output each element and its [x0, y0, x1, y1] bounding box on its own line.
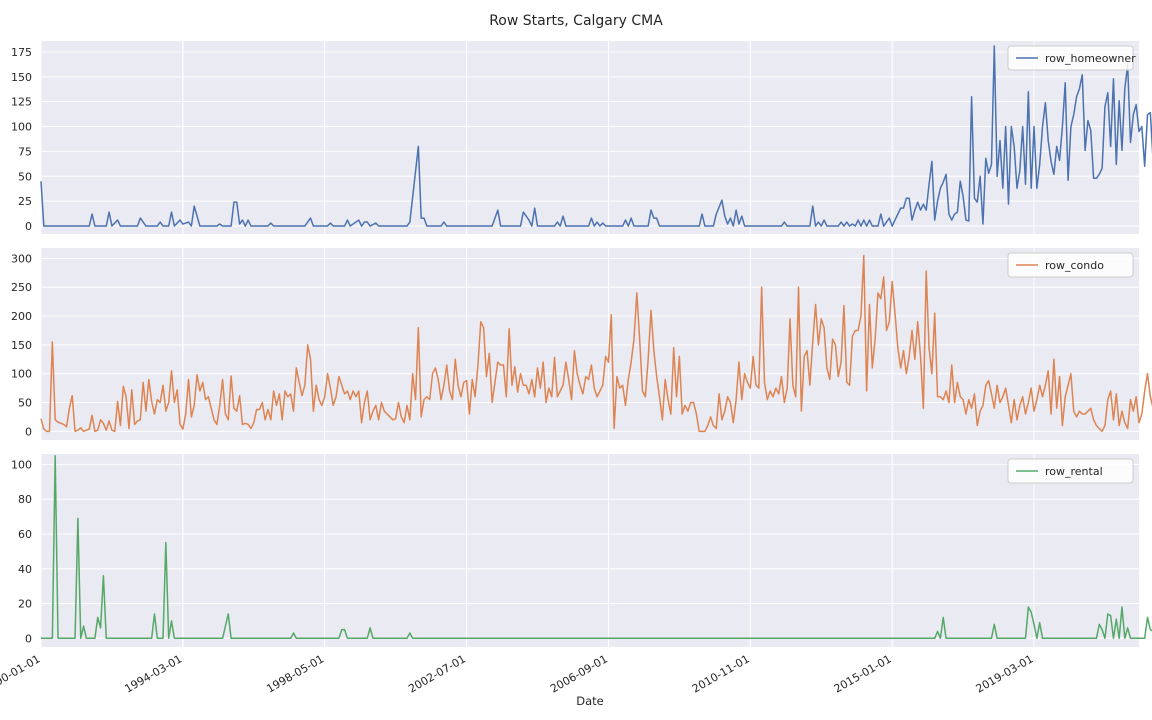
- x-axis-label: Date: [576, 694, 604, 708]
- y-tick-label: 75: [18, 145, 32, 158]
- y-tick-label: 0: [25, 425, 32, 438]
- x-tick-label: 2006-09-01: [548, 652, 610, 695]
- panel-row_homeowner: 0 25 50 75 100 125 150 175 row_homeowner: [11, 41, 1152, 234]
- series-line-row_rental: [41, 454, 1152, 640]
- legend-label: row_rental: [1045, 465, 1103, 478]
- chart-title: Row Starts, Calgary CMA: [489, 13, 663, 29]
- y-tick-label: 100: [11, 121, 32, 134]
- panel-row_rental: 0 20 40 60 80 100 row_rental: [11, 454, 1152, 647]
- plot-area: [41, 41, 1139, 234]
- y-tick-label: 250: [11, 281, 32, 294]
- y-tick-label: 125: [11, 96, 32, 109]
- legend-box: [1007, 458, 1134, 484]
- plot-area: [41, 248, 1139, 440]
- subplots: 0 25 50 75 100 125 150 175 row_homeowner 0 50 100 15…: [11, 41, 1152, 647]
- x-tick-label: 2019-03-01: [974, 652, 1036, 695]
- legend: row_condo: [1007, 252, 1134, 278]
- y-tick-label: 60: [18, 528, 32, 541]
- x-tick-label: 2015-01-01: [832, 652, 894, 695]
- legend-box: [1007, 252, 1134, 278]
- x-tick-label: 1994-03-01: [122, 652, 184, 695]
- x-tick-label: 2010-11-01: [690, 652, 752, 695]
- y-tick-label: 150: [11, 71, 32, 84]
- y-tick-label: 150: [11, 339, 32, 352]
- y-tick-label: 50: [18, 170, 32, 183]
- series-line-row_homeowner: [40, 45, 1152, 227]
- legend-label: row_condo: [1045, 259, 1104, 272]
- plot-area: [41, 454, 1139, 647]
- y-tick-label: 200: [11, 310, 32, 323]
- legend-label: row_homeowner: [1045, 52, 1136, 65]
- x-tick-label: 2002-07-01: [406, 652, 468, 695]
- x-axis-ticks: 1990-01-01 1994-03-01 1998-05-01 2002-07-01…: [0, 652, 1036, 695]
- y-tick-label: 20: [18, 598, 32, 611]
- legend: row_homeowner: [1007, 45, 1136, 71]
- y-tick-label: 300: [11, 252, 32, 265]
- legend-box: [1007, 45, 1134, 71]
- x-tick-label: 1990-01-01: [0, 652, 42, 695]
- y-tick-label: 0: [25, 220, 32, 233]
- legend: row_rental: [1007, 458, 1134, 484]
- y-tick-label: 25: [18, 195, 32, 208]
- y-tick-label: 0: [25, 632, 32, 645]
- y-tick-label: 100: [11, 458, 32, 471]
- y-tick-label: 80: [18, 493, 32, 506]
- y-tick-label: 40: [18, 563, 32, 576]
- series-line-row_condo: [40, 254, 1152, 433]
- y-tick-label: 50: [18, 397, 32, 410]
- panel-row_condo: 0 50 100 150 200 250 300 row_condo: [11, 248, 1152, 440]
- x-tick-label: 1998-05-01: [264, 652, 326, 695]
- y-tick-label: 175: [11, 46, 32, 59]
- y-tick-label: 100: [11, 368, 32, 381]
